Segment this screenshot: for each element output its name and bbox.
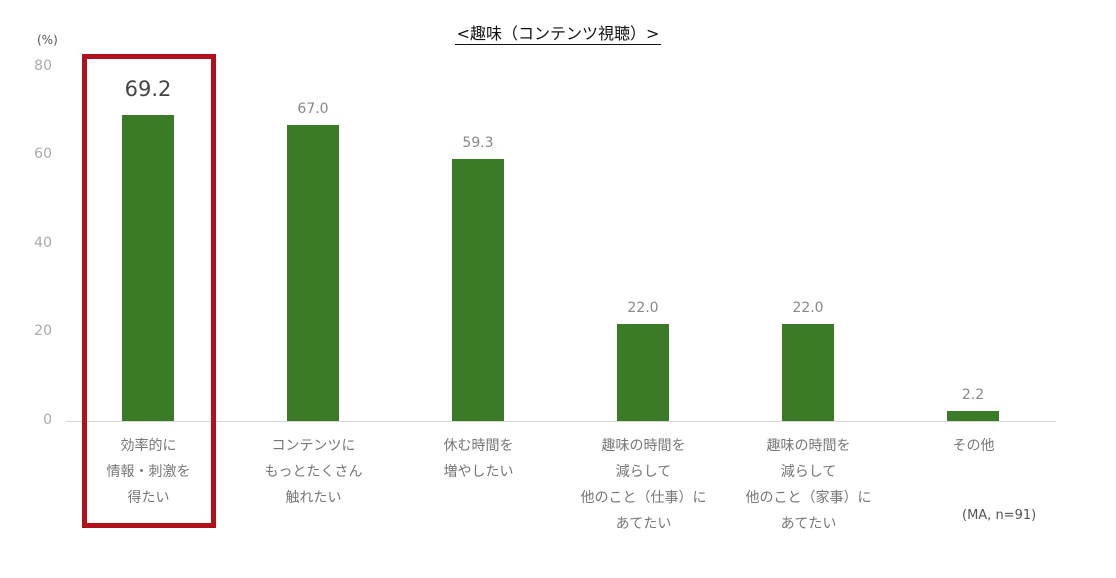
value-label-0: 69.2 [124,76,172,101]
y-tick-60: 60 [34,146,52,162]
bar-5 [947,411,999,421]
bar-3 [617,323,669,421]
category-label-5: その他 [952,438,995,454]
bar-1 [287,124,339,421]
x-axis-line [66,421,1056,422]
y-tick-40: 40 [34,235,52,251]
highlight-box [82,54,216,528]
value-label-2: 59.3 [462,134,494,151]
y-tick-80: 80 [34,58,52,74]
value-label-5: 2.2 [961,387,985,404]
bar-2 [452,158,504,421]
bar-4 [782,323,834,421]
category-label-3: 趣味の時間を 減らして 他のこと（仕事）に あてたい [580,438,707,532]
value-label-3: 22.0 [627,299,659,316]
value-label-4: 22.0 [792,299,824,316]
chart-title: <趣味（コンテンツ視聴）> [454,24,662,45]
y-axis-unit: (%) [37,33,58,47]
category-label-1: コンテンツに もっとたくさん 触れたい [264,438,363,506]
category-label-4: 趣味の時間を 減らして 他のこと（家事）に あてたい [745,438,872,532]
bar-0 [122,114,174,421]
y-tick-20: 20 [34,323,52,339]
value-label-1: 67.0 [297,100,329,117]
y-tick-0: 0 [43,412,52,428]
category-label-2: 休む時間を 増やしたい [443,438,514,480]
category-label-0: 効率的に 情報・刺激を 得たい [106,438,191,506]
sample-note: (MA, n=91) [962,508,1037,523]
